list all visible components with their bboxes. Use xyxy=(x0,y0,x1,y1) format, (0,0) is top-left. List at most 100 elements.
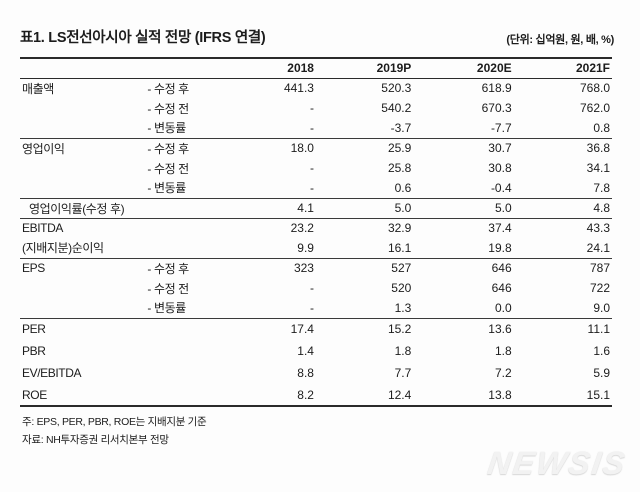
row-label: 영업이익 xyxy=(20,137,146,158)
cell-value: 25.8 xyxy=(387,161,412,175)
cell-value: 32.9 xyxy=(315,217,414,238)
table-row: (지배지분)순이익 9.9 16.1 19.8 24.1 xyxy=(20,238,612,258)
row-sublabel: - 수정 후 xyxy=(147,81,189,96)
cell-value: 520 xyxy=(391,281,412,295)
cell-value: 520.3 xyxy=(381,81,412,96)
table-title: 표1. LS전선아시아 실적 전망 (IFRS 연결) xyxy=(20,30,266,46)
cell-value: 323 xyxy=(223,257,316,278)
cell-value: 5.9 xyxy=(593,366,610,380)
cell-value: 1.8 xyxy=(494,344,512,358)
cell-value: 15.2 xyxy=(315,317,414,340)
row-label xyxy=(20,158,145,178)
cell-value: -3.7 xyxy=(390,120,412,135)
cell-value: 9.9 xyxy=(297,240,314,255)
cell-value: 24.1 xyxy=(586,240,610,255)
row-label xyxy=(20,278,145,298)
row-label: 매출액 xyxy=(22,81,54,96)
table-row: ROE 8.2 12.4 13.8 15.1 xyxy=(20,384,612,406)
cell-value: 15.1 xyxy=(586,387,610,402)
cell-value: 8.2 xyxy=(297,387,314,402)
column-header-2020e: 2020E xyxy=(413,58,514,79)
cell-value: 618.9 xyxy=(481,81,512,96)
cell-value: 30.7 xyxy=(413,137,514,158)
cell-value: 37.4 xyxy=(413,217,514,238)
cell-value: 4.8 xyxy=(513,197,612,218)
cell-value: 441.3 xyxy=(283,81,314,96)
cell-value: - xyxy=(309,101,314,115)
cell-value: 9.0 xyxy=(593,300,610,315)
cell-value: - xyxy=(309,120,314,135)
cell-value: 12.4 xyxy=(387,387,412,402)
row-label xyxy=(20,178,145,198)
footnote: 주: EPS, PER, PBR, ROE는 지배지분 기준 xyxy=(22,416,207,428)
cell-value: 7.7 xyxy=(394,366,412,380)
cell-value: - xyxy=(309,161,314,175)
cell-value: 23.2 xyxy=(223,217,316,238)
cell-value: -0.4 xyxy=(490,180,512,195)
row-sublabel: - 수정 후 xyxy=(145,257,224,278)
cell-value: 7.2 xyxy=(494,366,512,380)
row-sublabel: - 수정 전 xyxy=(147,161,189,176)
cell-value: 4.1 xyxy=(223,197,316,218)
table-notes: 주: EPS, PER, PBR, ROE는 지배지분 기준 자료: NH투자증… xyxy=(22,413,640,450)
cell-value: 36.8 xyxy=(513,137,612,158)
cell-value: 646 xyxy=(491,281,512,295)
cell-value: 5.0 xyxy=(413,197,514,218)
header-spacer xyxy=(20,58,224,79)
cell-value: 30.8 xyxy=(488,161,512,175)
row-label: EPS xyxy=(20,257,146,278)
cell-value: 1.6 xyxy=(593,344,610,358)
cell-value: 762.0 xyxy=(579,101,610,115)
cell-value: 25.9 xyxy=(315,137,414,158)
cell-value: 18.0 xyxy=(223,137,316,158)
cell-value: - xyxy=(309,281,314,295)
cell-value: - xyxy=(309,300,314,315)
table-row: EPS - 수정 후 323 527 646 787 xyxy=(20,257,612,278)
table-row: - 수정 전 - 25.8 30.8 34.1 xyxy=(20,158,612,178)
cell-value: 722 xyxy=(589,281,610,295)
column-header-2021f: 2021F xyxy=(513,58,612,79)
table-row: - 수정 전 - 520 646 722 xyxy=(20,278,612,298)
row-sublabel: - 변동률 xyxy=(147,181,186,196)
cell-value: 7.8 xyxy=(593,180,610,195)
cell-value: 787 xyxy=(513,257,612,278)
cell-value: 527 xyxy=(315,257,414,278)
cell-value: 0.6 xyxy=(394,180,412,195)
cell-value: 43.3 xyxy=(513,217,612,238)
row-label: PBR xyxy=(22,344,46,358)
cell-value: 16.1 xyxy=(387,240,412,255)
table-row: 매출액 - 수정 후 441.3 520.3 618.9 768.0 xyxy=(20,78,612,98)
table-row: 영업이익 - 수정 후 18.0 25.9 30.7 36.8 xyxy=(20,137,612,158)
cell-value: 540.2 xyxy=(381,101,412,115)
row-sublabel: - 수정 전 xyxy=(147,101,189,116)
cell-value: 0.0 xyxy=(494,300,512,315)
cell-value: 1.3 xyxy=(394,300,412,315)
unit-note: (단위: 십억원, 원, 배, %) xyxy=(506,34,614,46)
cell-value: 5.0 xyxy=(315,197,414,218)
cell-value: 1.8 xyxy=(394,344,412,358)
table-row: - 변동률 - -3.7 -7.7 0.8 xyxy=(20,118,612,138)
table-row: PBR 1.4 1.8 1.8 1.6 xyxy=(20,340,612,362)
newsis-watermark: NEWSIS xyxy=(485,445,629,481)
row-label: 영업이익률(수정 후) xyxy=(20,197,224,218)
row-sublabel: - 변동률 xyxy=(147,301,186,316)
table-body: 매출액 - 수정 후 441.3 520.3 618.9 768.0 - 수정 전 - 540.… xyxy=(20,78,612,406)
row-sublabel: - 변동률 xyxy=(147,121,186,136)
table-head: 2018 2019P 2020E 2021F xyxy=(20,58,612,79)
table-row: - 변동률 - 0.6 -0.4 7.8 xyxy=(20,178,612,198)
cell-value: 13.8 xyxy=(488,387,512,402)
table-row: PER 17.4 15.2 13.6 11.1 xyxy=(20,317,612,340)
table-row: EV/EBITDA 8.8 7.7 7.2 5.9 xyxy=(20,362,612,384)
row-label xyxy=(20,98,145,118)
cell-value: 17.4 xyxy=(223,317,316,340)
financial-table: 2018 2019P 2020E 2021F 매출액 - 수정 후 441.3 520… xyxy=(20,57,612,407)
row-label xyxy=(20,118,145,138)
cell-value: 13.6 xyxy=(413,317,514,340)
table-row: - 변동률 - 1.3 0.0 9.0 xyxy=(20,298,612,318)
cell-value: 670.3 xyxy=(481,101,512,115)
row-sublabel: - 수정 전 xyxy=(147,281,189,296)
table-row: 영업이익률(수정 후) 4.1 5.0 5.0 4.8 xyxy=(20,197,612,218)
cell-value: 34.1 xyxy=(586,161,610,175)
cell-value: 1.4 xyxy=(297,344,314,358)
